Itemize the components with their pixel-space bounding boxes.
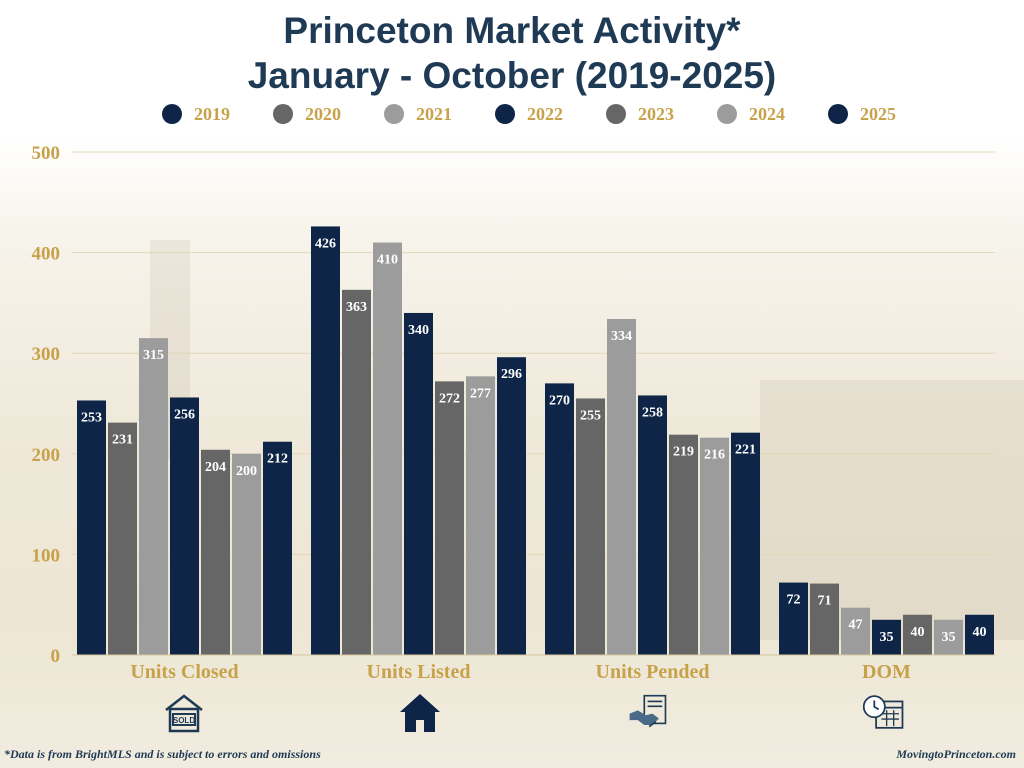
data-label: 35 (880, 630, 894, 645)
legend-swatch (606, 104, 626, 124)
data-label: 219 (673, 445, 694, 460)
data-label: 296 (501, 367, 522, 382)
bar-2020 (108, 422, 137, 655)
legend-swatch (384, 104, 404, 124)
data-label: 216 (704, 448, 725, 463)
footnote: *Data is from BrightMLS and is subject t… (4, 747, 321, 761)
data-label: 35 (942, 630, 956, 645)
data-label: 340 (408, 323, 429, 338)
title-line-2: January - October (2019-2025) (247, 55, 777, 96)
bar-2024 (700, 437, 729, 655)
legend-label: 2021 (416, 103, 452, 124)
bar-2022 (638, 395, 667, 655)
data-label: 315 (143, 348, 164, 363)
legend-swatch (717, 104, 737, 124)
legend-item-2023: 2023 (606, 100, 674, 128)
data-label: 334 (611, 329, 632, 344)
bar-2020 (576, 398, 605, 655)
bar-2021 (841, 607, 870, 655)
legend: 2019 2020 2021 2022 2023 2024 2025 (0, 100, 1024, 128)
bar-2025 (731, 432, 760, 655)
category-label: Units Pended (596, 661, 710, 683)
legend-item-2024: 2024 (717, 100, 785, 128)
data-label: 212 (267, 452, 288, 467)
data-label: 256 (174, 407, 195, 422)
data-label: 231 (112, 433, 133, 448)
bar-2021 (139, 338, 168, 655)
data-label: 71 (818, 594, 832, 609)
legend-item-2025: 2025 (828, 100, 896, 128)
data-label: 204 (205, 460, 226, 475)
bar-2024 (934, 619, 963, 655)
title-line-1: Princeton Market Activity* (283, 10, 741, 51)
data-label: 272 (439, 391, 460, 406)
y-tick-label: 400 (32, 244, 61, 265)
legend-swatch (273, 104, 293, 124)
data-label: 221 (735, 443, 756, 458)
legend-item-2020: 2020 (273, 100, 341, 128)
bar-chart: 0 100 200 300 400 500 253 231 315 256 204 200 212 Uni… (32, 143, 995, 683)
chart-title: Princeton Market Activity* January - Oct… (0, 8, 1024, 98)
svg-text:SOLD: SOLD (173, 716, 195, 725)
bar-2020 (810, 583, 839, 655)
clock-calendar-icon (862, 695, 904, 729)
bar-2025 (497, 357, 526, 655)
bar-2019 (311, 226, 340, 655)
legend-item-2019: 2019 (162, 100, 230, 128)
legend-label: 2019 (194, 103, 230, 124)
legend-label: 2025 (860, 103, 896, 124)
data-label: 255 (580, 408, 601, 423)
bar-2025 (263, 441, 292, 655)
data-label: 40 (911, 625, 925, 640)
bar-2021 (607, 318, 636, 655)
legend-item-2022: 2022 (495, 100, 563, 128)
bar-2024 (466, 376, 495, 655)
legend-label: 2020 (305, 103, 341, 124)
category-label: DOM (862, 661, 911, 683)
y-tick-label: 500 (32, 143, 61, 164)
bar-2021 (373, 242, 402, 656)
y-tick-label: 0 (51, 646, 61, 667)
data-label: 258 (642, 405, 663, 420)
bar-2025 (965, 614, 994, 655)
bar-2023 (903, 614, 932, 655)
bar-2022 (872, 619, 901, 655)
bar-2023 (435, 381, 464, 655)
legend-label: 2022 (527, 103, 563, 124)
bar-2019 (545, 383, 574, 655)
y-tick-label: 100 (32, 545, 61, 566)
bar-2023 (669, 434, 698, 655)
y-tick-label: 300 (32, 344, 61, 365)
data-label: 363 (346, 300, 367, 315)
house-icon (400, 694, 440, 732)
bar-2019 (779, 582, 808, 655)
legend-swatch (162, 104, 182, 124)
legend-swatch (828, 104, 848, 124)
data-label: 410 (377, 253, 398, 268)
bar-2023 (201, 449, 230, 655)
handshake-contract-icon (629, 694, 667, 728)
legend-swatch (495, 104, 515, 124)
bar-2022 (404, 312, 433, 655)
y-tick-label: 200 (32, 445, 61, 466)
bar-2019 (77, 400, 106, 655)
data-label: 200 (236, 464, 257, 479)
category-label: Units Closed (130, 661, 238, 683)
legend-label: 2024 (749, 103, 785, 124)
data-label: 253 (81, 410, 102, 425)
sold-sign-icon: SOLD (165, 694, 203, 733)
legend-item-2021: 2021 (384, 100, 452, 128)
data-label: 277 (470, 386, 491, 401)
legend-label: 2023 (638, 103, 674, 124)
category-label: Units Listed (367, 661, 471, 683)
data-label: 47 (849, 618, 863, 633)
bar-2022 (170, 397, 199, 655)
bar-2024 (232, 453, 261, 655)
data-label: 426 (315, 236, 336, 251)
data-label: 72 (787, 593, 801, 608)
data-label: 40 (973, 625, 987, 640)
data-label: 270 (549, 393, 570, 408)
website-link[interactable]: MovingtoPrinceton.com (896, 747, 1016, 761)
bar-2020 (342, 289, 371, 655)
